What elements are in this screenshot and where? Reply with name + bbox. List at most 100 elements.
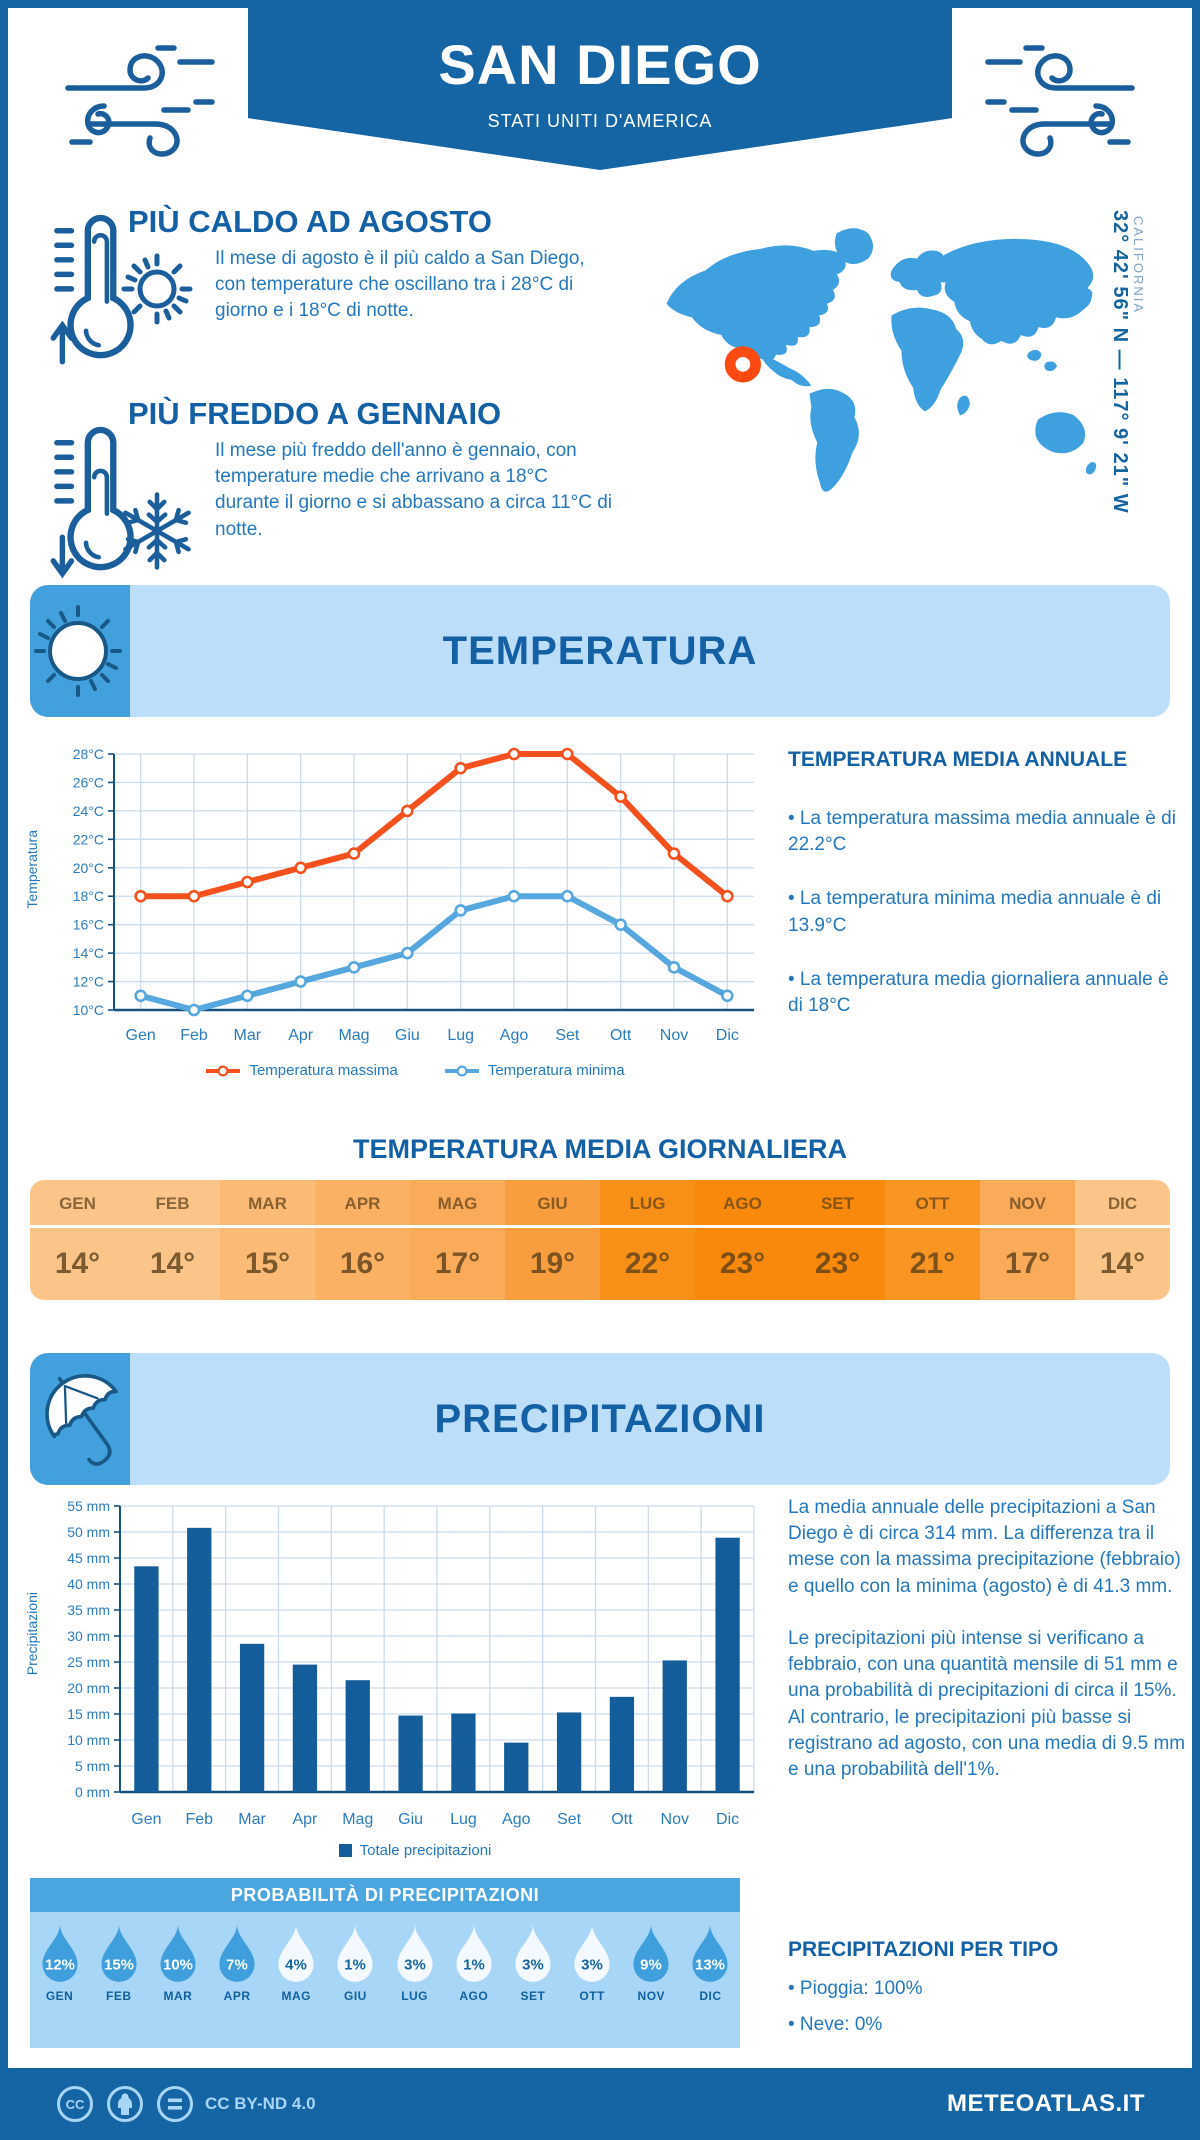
droplet-month-label: LUG <box>401 1989 429 2003</box>
legend-swatch <box>206 1064 241 1077</box>
svg-text:10%: 10% <box>163 1956 193 1973</box>
daily-table-cell: AGO 23° <box>695 1180 790 1300</box>
svg-text:26°C: 26°C <box>73 774 104 790</box>
svg-text:25 mm: 25 mm <box>67 1654 110 1670</box>
precip-type-bullet: • Neve: 0% <box>788 2014 883 2036</box>
annual-bullets: • La temperatura massima media annuale è… <box>788 806 1186 1019</box>
svg-text:20°C: 20°C <box>73 860 104 876</box>
legend-swatch <box>444 1064 479 1077</box>
svg-text:3%: 3% <box>581 1956 603 1973</box>
daily-month-label: APR <box>315 1180 410 1228</box>
frame-left <box>0 0 8 2140</box>
svg-text:Dic: Dic <box>716 1027 739 1044</box>
daily-month-label: GEN <box>30 1180 125 1228</box>
daily-month-label: FEB <box>125 1180 220 1228</box>
daily-table-cell: NOV 17° <box>980 1180 1075 1300</box>
svg-text:Gen: Gen <box>131 1811 161 1828</box>
map-coordinates-block: 32° 42' 56" N — 117° 9' 21" W CALIFORNIA <box>1108 210 1146 540</box>
svg-text:16°C: 16°C <box>73 917 104 933</box>
daily-month-label: DIC <box>1075 1180 1170 1228</box>
svg-text:50 mm: 50 mm <box>67 1524 110 1540</box>
temperature-line-chart: 10°C 12°C 14°C 16°C 18°C 20°C 22°C 24°C 26°C 28°C… <box>73 746 754 1044</box>
daily-table-cell: DIC 14° <box>1075 1180 1170 1300</box>
world-map <box>666 228 1097 492</box>
probability-droplet: 1% AGO <box>444 1922 503 2048</box>
svg-text:7%: 7% <box>226 1956 248 1973</box>
legend-label: Temperatura massima <box>249 1062 398 1079</box>
raindrop-icon: 4% <box>278 1924 314 1982</box>
svg-text:1%: 1% <box>345 1956 367 1973</box>
raindrop-icon: 3% <box>515 1924 551 1982</box>
precip-type-bullets: • Pioggia: 100% • Neve: 0% <box>788 1976 1188 2038</box>
sun-icon <box>121 253 193 325</box>
page-subtitle: STATI UNITI D'AMERICA <box>487 111 713 131</box>
svg-text:Set: Set <box>557 1811 582 1828</box>
raindrop-icon: 3% <box>397 1924 433 1982</box>
svg-text:Giu: Giu <box>398 1811 423 1828</box>
probability-title: PROBABILITÀ DI PRECIPITAZIONI <box>30 1878 740 1912</box>
svg-text:Mar: Mar <box>238 1811 266 1828</box>
thermometer-high-icon <box>50 214 134 365</box>
precipitation-section-title: PRECIPITAZIONI <box>434 1397 766 1441</box>
map-north-america <box>666 245 846 361</box>
probability-droplet: 4% MAG <box>267 1922 326 2048</box>
daily-temp-value: 17° <box>434 1247 481 1280</box>
probability-droplet: 7% APR <box>208 1922 267 2048</box>
annual-bullet: • La temperatura massima media annuale è… <box>788 808 1176 856</box>
svg-text:Apr: Apr <box>292 1811 318 1828</box>
map-asia <box>940 238 1094 345</box>
svg-text:1%: 1% <box>463 1956 485 1973</box>
umbrella-icon <box>45 1374 118 1466</box>
raindrop-icon: 7% <box>219 1924 255 1982</box>
precipitation-chart-legend: Totale precipitazioni <box>62 1842 768 1859</box>
droplet-month-label: SET <box>520 1989 546 2003</box>
svg-text:Feb: Feb <box>180 1027 208 1044</box>
svg-text:4%: 4% <box>285 1956 307 1973</box>
legend-item: Temperatura massima <box>205 1062 398 1079</box>
temp-y-axis-title: Temperatura <box>24 830 40 909</box>
daily-temperature-table: GEN 14° FEB 14° MAR 15° APR 16° MAG 17° GIU 1… <box>30 1180 1170 1300</box>
svg-text:Ago: Ago <box>502 1811 531 1828</box>
svg-text:24°C: 24°C <box>73 803 104 819</box>
frame-top <box>0 0 1200 8</box>
legend-item: Temperatura minima <box>444 1062 625 1079</box>
precip-paragraph-2: Le precipitazioni più intense si verific… <box>788 1627 1186 1780</box>
svg-text:15 mm: 15 mm <box>67 1706 110 1722</box>
droplet-month-label: FEB <box>106 1989 132 2003</box>
probability-droplets: 12% GEN 15% FEB 10% MAR 7% APR 4% MAG 1%… <box>30 1912 740 2048</box>
map-australia <box>1035 412 1086 454</box>
svg-text:18°C: 18°C <box>73 888 104 904</box>
svg-text:35 mm: 35 mm <box>67 1602 110 1618</box>
daily-table-cell: APR 16° <box>315 1180 410 1300</box>
svg-text:Ott: Ott <box>611 1811 633 1828</box>
hot-section-text: Il mese di agosto è il più caldo a San D… <box>215 248 585 322</box>
legend-label: Totale precipitazioni <box>359 1842 492 1859</box>
license-label: CC BY-ND 4.0 <box>205 2094 316 2113</box>
precipitation-type-panel: PRECIPITAZIONI PER TIPO • Pioggia: 100% •… <box>788 1938 1188 2048</box>
precipitation-banner: PRECIPITAZIONI <box>30 1353 1170 1485</box>
daily-month-label: LUG <box>600 1180 695 1228</box>
svg-text:20 mm: 20 mm <box>67 1680 110 1696</box>
svg-text:5 mm: 5 mm <box>75 1758 110 1774</box>
droplet-month-label: MAG <box>281 1989 312 2003</box>
precip-paragraph-1: La media annuale delle precipitazioni a … <box>788 1497 1181 1597</box>
svg-text:Apr: Apr <box>288 1027 314 1044</box>
svg-text:Feb: Feb <box>185 1811 213 1828</box>
daily-table-cell: OTT 21° <box>885 1180 980 1300</box>
droplet-month-label: DIC <box>699 1989 722 2003</box>
daily-table-cell: MAR 15° <box>220 1180 315 1300</box>
probability-droplet: 3% LUG <box>385 1922 444 2048</box>
map-south-america <box>809 388 859 492</box>
precipitation-banner-square <box>30 1353 130 1485</box>
svg-text:30 mm: 30 mm <box>67 1628 110 1644</box>
svg-text:12%: 12% <box>45 1956 75 1973</box>
temperature-section-title: TEMPERATURA <box>442 629 758 673</box>
daily-temp-value: 14° <box>149 1247 196 1280</box>
droplet-month-label: AGO <box>459 1989 489 2003</box>
svg-text:14°C: 14°C <box>73 945 104 961</box>
daily-month-label: NOV <box>980 1180 1075 1228</box>
map-africa <box>891 307 964 412</box>
svg-text:15%: 15% <box>104 1956 134 1973</box>
daily-table-cell: FEB 14° <box>125 1180 220 1300</box>
